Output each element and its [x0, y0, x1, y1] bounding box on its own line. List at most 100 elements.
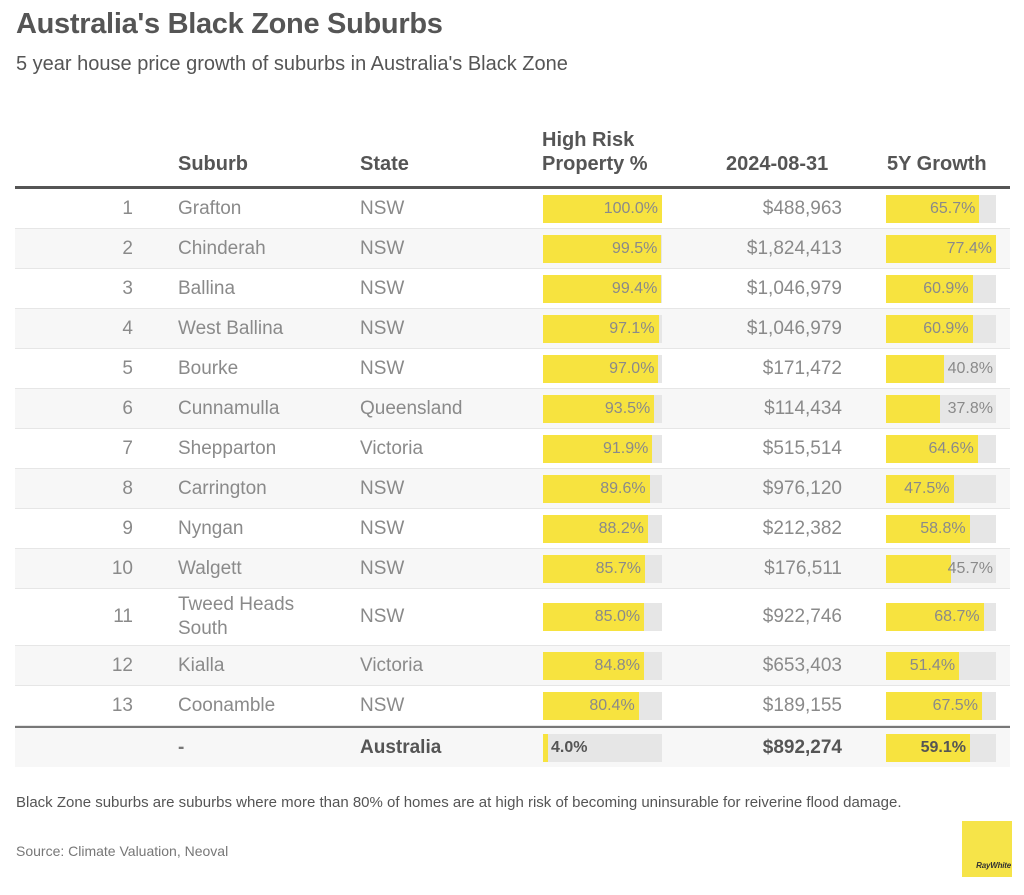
column-header-state[interactable]: State [360, 153, 409, 175]
growth-bar-fill [886, 354, 944, 383]
table-row: 4 West Ballina NSW 97.1% $1,046,979 60.9% [15, 309, 1010, 349]
data-table: Suburb State High Risk Property % 2024-0… [15, 120, 1010, 767]
state-cell: NSW [360, 606, 405, 627]
suburb-cell: Bourke [178, 357, 239, 379]
table-row-total: - Australia 4.0% $892,274 59.1% [15, 726, 1010, 767]
risk-bar-fill [543, 274, 662, 303]
rank-cell: 5 [122, 357, 133, 379]
table-row: 2 Chinderah NSW 99.5% $1,824,413 77.4% [15, 229, 1010, 269]
suburb-cell: Chinderah [178, 237, 266, 259]
table-row: 11 Tweed Heads South NSW 85.0% $922,746 68.7% [15, 589, 1010, 646]
risk-value: 85.7% [595, 559, 641, 577]
growth-bar: 60.9% [886, 274, 996, 303]
growth-value: 40.8% [947, 359, 993, 377]
rank-cell: 11 [113, 606, 133, 627]
table-row: 12 Kialla Victoria 84.8% $653,403 51.4% [15, 646, 1010, 686]
state-cell: Australia [360, 736, 442, 758]
risk-value: 88.2% [598, 519, 644, 537]
risk-value: 4.0% [551, 738, 588, 756]
growth-bar: 77.4% [886, 234, 996, 263]
table-header: Suburb State High Risk Property % 2024-0… [15, 120, 1010, 189]
price-cell: $1,046,979 [746, 317, 842, 339]
suburb-cell: - [178, 736, 185, 758]
growth-bar: 45.7% [886, 554, 996, 583]
risk-bar: 85.0% [543, 603, 662, 631]
suburb-cell: Shepparton [178, 437, 277, 459]
growth-bar: 40.8% [886, 354, 996, 383]
risk-bar: 97.1% [543, 314, 662, 343]
table-row: 9 Nyngan NSW 88.2% $212,382 58.8% [15, 509, 1010, 549]
risk-value: 84.8% [594, 656, 640, 674]
growth-bar-fill [886, 733, 970, 762]
state-cell: Victoria [360, 654, 424, 676]
risk-bar: 99.5% [543, 234, 662, 263]
growth-value: 64.6% [928, 439, 974, 457]
page-subtitle: 5 year house price growth of suburbs in … [16, 53, 568, 75]
growth-value: 45.7% [947, 559, 993, 577]
source-note: Source: Climate Valuation, Neoval [16, 843, 229, 859]
growth-value: 58.8% [920, 519, 966, 537]
price-cell: $189,155 [762, 694, 842, 716]
growth-value: 59.1% [920, 738, 966, 756]
growth-bar: 60.9% [886, 314, 996, 343]
table-row: 13 Coonamble NSW 80.4% $189,155 67.5% [15, 686, 1010, 726]
price-cell: $488,963 [762, 197, 842, 219]
price-cell: $114,434 [764, 397, 842, 419]
column-header-suburb[interactable]: Suburb [178, 153, 248, 175]
suburb-cell: West Ballina [178, 317, 284, 339]
column-header-growth[interactable]: 5Y Growth [887, 153, 987, 175]
price-cell: $176,511 [764, 557, 842, 579]
risk-bar: 84.8% [543, 651, 662, 680]
suburb-cell: Grafton [178, 197, 242, 219]
rank-cell: 2 [122, 237, 133, 259]
growth-value: 60.9% [923, 279, 969, 297]
risk-bar: 93.5% [543, 394, 662, 423]
risk-value: 100.0% [603, 199, 658, 217]
growth-bar: 68.7% [886, 603, 996, 631]
price-cell: $922,746 [762, 606, 842, 627]
risk-bar-fill [543, 514, 648, 543]
state-cell: NSW [360, 517, 405, 539]
price-cell: $515,514 [762, 437, 842, 459]
rank-cell: 4 [122, 317, 133, 339]
state-cell: NSW [360, 557, 405, 579]
column-header-price[interactable]: 2024-08-31 [726, 153, 829, 175]
state-cell: Victoria [360, 437, 424, 459]
suburb-cell: Ballina [178, 277, 236, 299]
footnote: Black Zone suburbs are suburbs where mor… [16, 794, 902, 811]
suburb-cell: Nyngan [178, 517, 244, 539]
growth-bar: 64.6% [886, 434, 996, 463]
risk-value: 97.1% [609, 319, 655, 337]
ray-white-logo: RayWhite [962, 821, 1012, 877]
suburb-cell: Tweed Heads South [178, 594, 295, 639]
table-row: 1 Grafton NSW 100.0% $488,963 65.7% [15, 189, 1010, 229]
risk-bar: 100.0% [543, 194, 662, 223]
risk-bar-fill [543, 554, 645, 583]
price-cell: $1,046,979 [746, 277, 842, 299]
growth-bar: 58.8% [886, 514, 996, 543]
table-row: 7 Shepparton Victoria 91.9% $515,514 64.6% [15, 429, 1010, 469]
growth-bar-fill [886, 554, 951, 583]
rank-cell: 1 [122, 197, 133, 219]
growth-bar-fill [886, 691, 982, 720]
risk-bar: 99.4% [543, 274, 662, 303]
table-body: 1 Grafton NSW 100.0% $488,963 65.7% 2 Chinderah… [15, 189, 1010, 767]
risk-value: 85.0% [594, 608, 641, 625]
suburb-cell: Cunnamulla [178, 397, 280, 419]
risk-value: 93.5% [604, 399, 651, 417]
rank-cell: 3 [122, 277, 133, 299]
risk-bar: 91.9% [543, 434, 662, 463]
column-header-risk[interactable]: High Risk Property % [542, 128, 648, 176]
rank-cell: 8 [122, 477, 133, 499]
state-cell: NSW [360, 197, 405, 219]
risk-value: 99.4% [611, 279, 658, 297]
suburb-cell: Coonamble [178, 694, 276, 716]
state-cell: Queensland [360, 397, 463, 419]
rank-cell: 10 [111, 557, 133, 579]
price-cell: $976,120 [762, 477, 842, 499]
state-cell: NSW [360, 237, 405, 259]
risk-bar: 80.4% [543, 691, 662, 720]
rank-cell [15, 728, 133, 767]
growth-bar: 59.1% [886, 733, 996, 762]
column-header-risk-line1: High Risk [542, 129, 635, 151]
